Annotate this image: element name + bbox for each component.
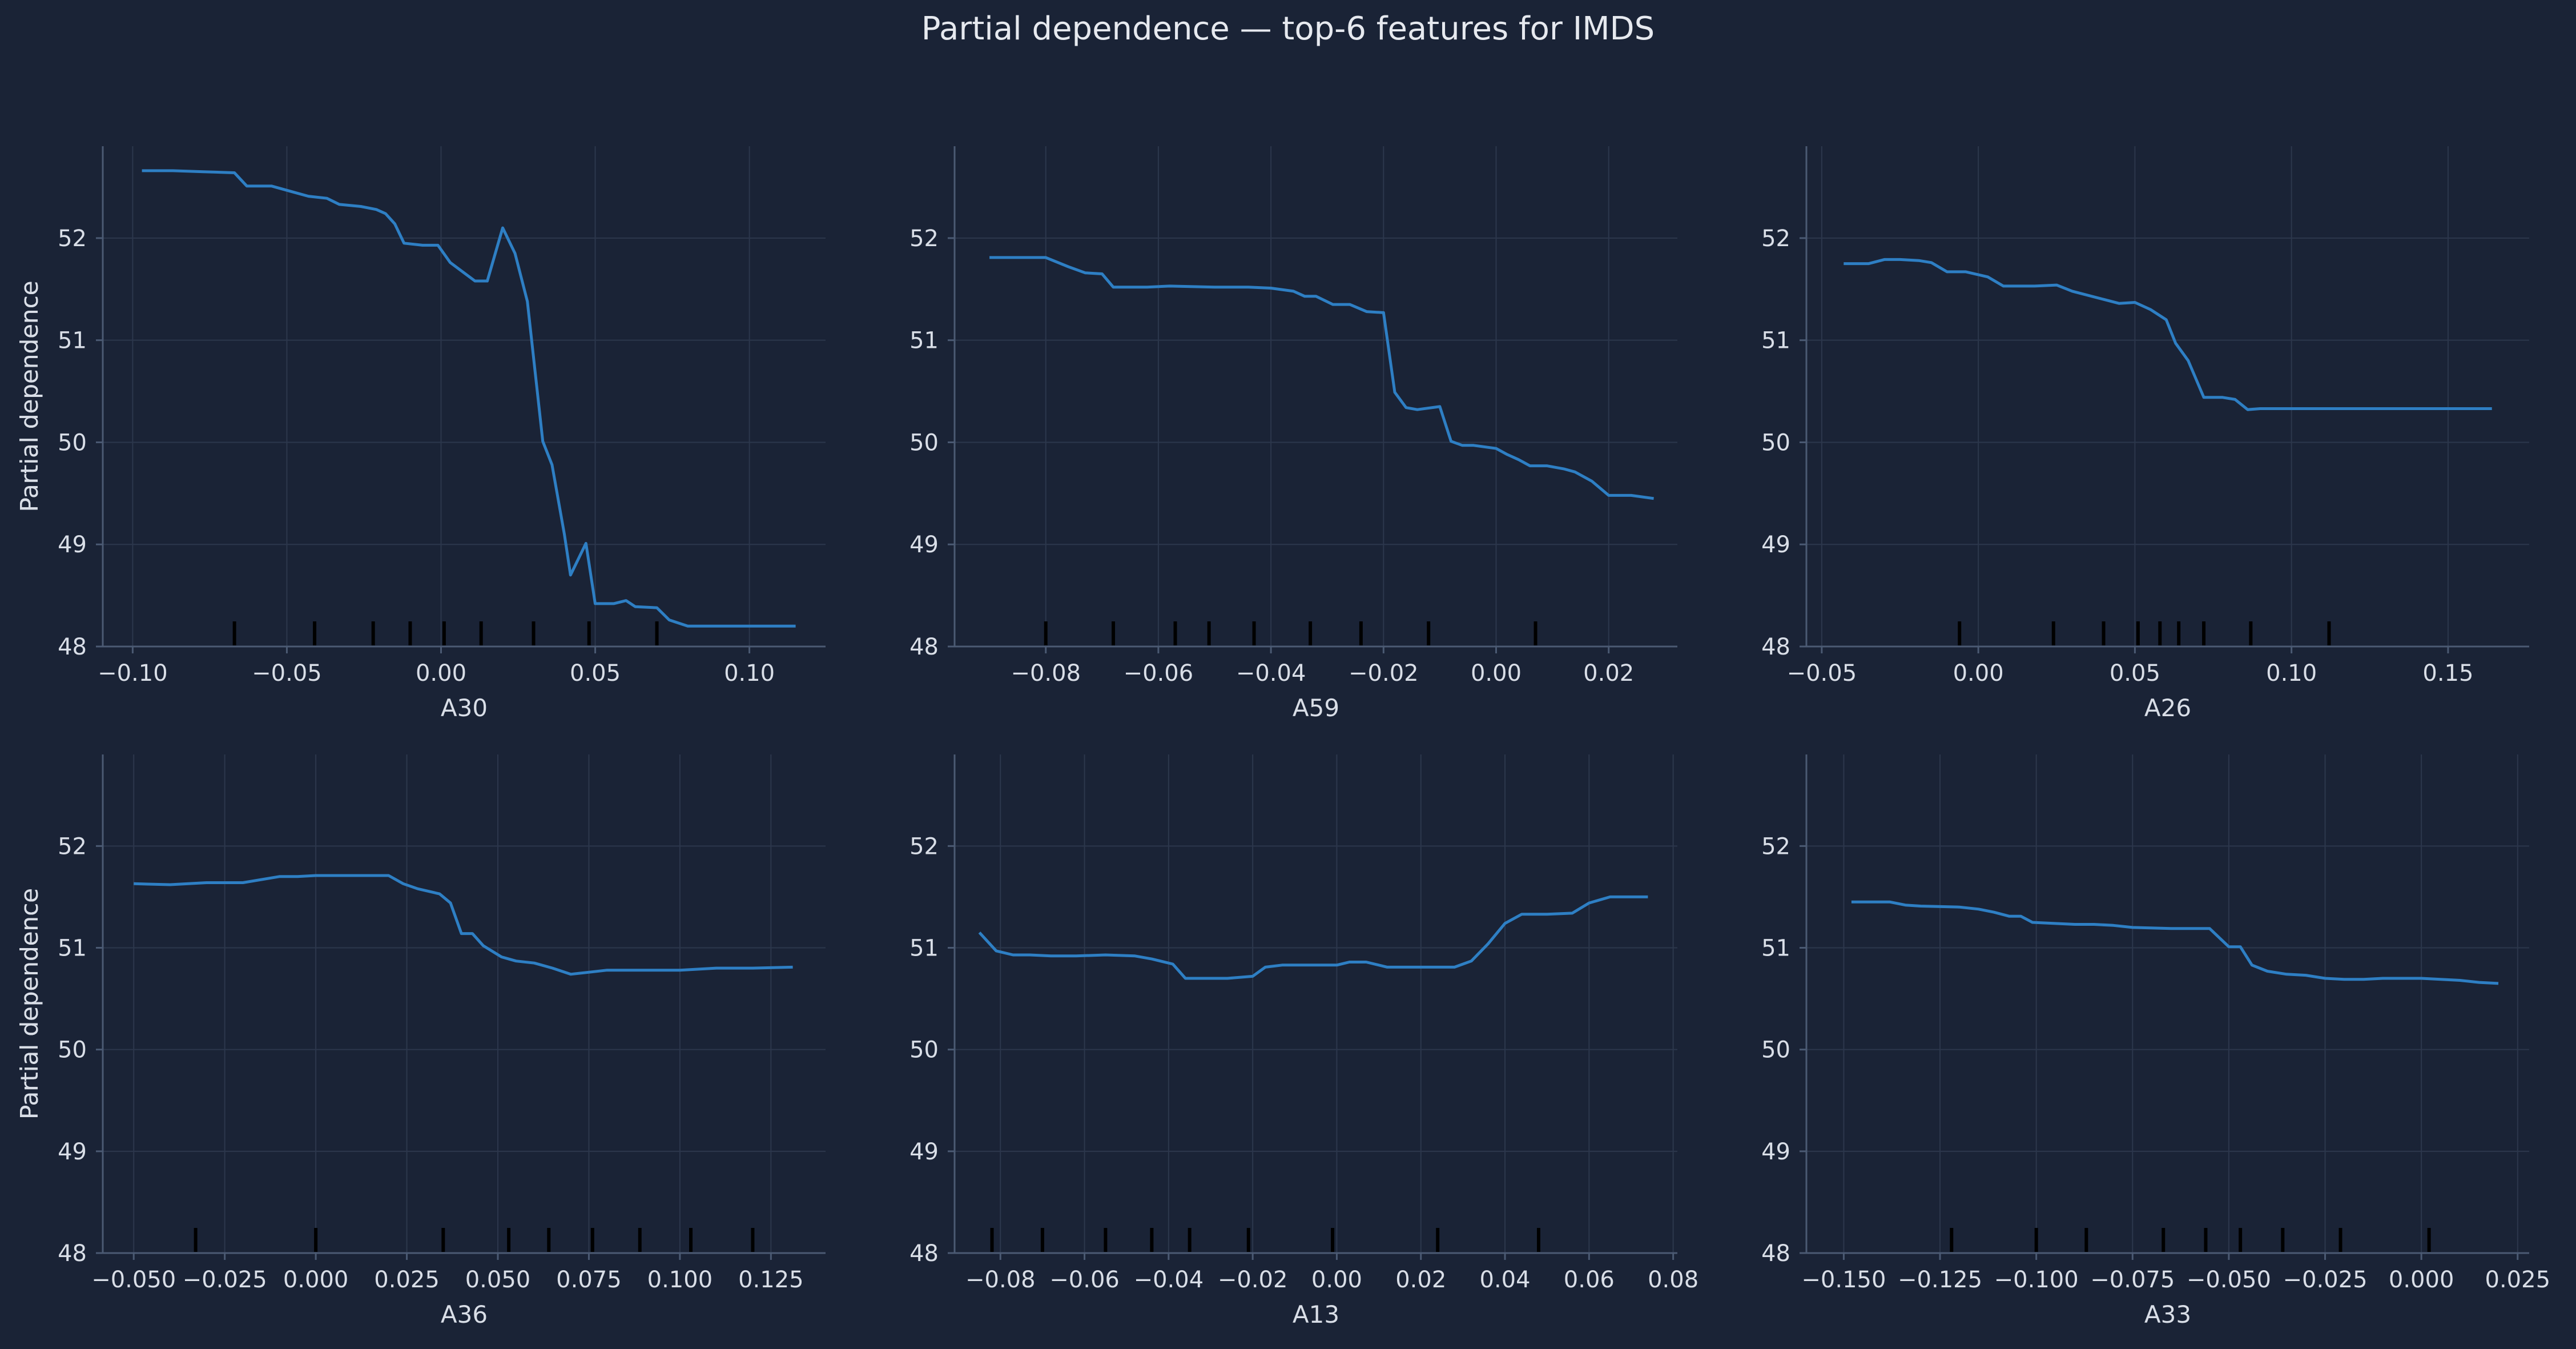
x-tick-label: 0.00 xyxy=(1953,660,2004,686)
pd-series-line xyxy=(1844,258,2492,411)
x-tick-label: −0.125 xyxy=(1898,1267,1982,1293)
y-tick-label: 52 xyxy=(58,833,87,860)
x-tick-label: −0.025 xyxy=(183,1267,267,1293)
y-tick-label: 51 xyxy=(58,328,87,354)
x-tick-label: 0.02 xyxy=(1395,1267,1446,1293)
x-tick-label: −0.10 xyxy=(98,660,168,686)
x-axis-label: A36 xyxy=(441,1300,488,1328)
y-tick-label: 51 xyxy=(1761,936,1790,962)
y-tick-label: 50 xyxy=(909,1037,939,1063)
pd-series-line xyxy=(989,256,1654,500)
y-axis-label: Partial dependence xyxy=(15,888,43,1119)
pd-panel-6: −0.150 −0.125 −0.100 −0.075 −0.050 −0.025 0.00… xyxy=(15,754,2550,1328)
x-tick-label: 0.08 xyxy=(1648,1267,1698,1293)
pd-series-line xyxy=(978,895,1648,980)
x-tick-label: 0.10 xyxy=(724,660,775,686)
y-tick-label: 48 xyxy=(909,1240,939,1267)
pd-panel-3: −0.05 0.00 0.05 0.10 0.15 48 49 50 51 52 A26 Partia… xyxy=(15,146,2529,722)
x-tick-label: −0.050 xyxy=(91,1267,176,1293)
y-tick-label: 52 xyxy=(58,226,87,252)
y-tick-label: 48 xyxy=(58,634,87,660)
x-tick-label: −0.05 xyxy=(1787,660,1857,686)
pd-panel-4: −0.050 −0.025 0.000 0.025 0.050 0.075 0.100 0.1… xyxy=(15,754,826,1328)
x-axis-label: A26 xyxy=(2144,694,2191,722)
x-tick-label: −0.05 xyxy=(252,660,322,686)
x-tick-label: −0.025 xyxy=(2283,1267,2368,1293)
x-tick-label: 0.00 xyxy=(1471,660,1522,686)
y-tick-label: 51 xyxy=(1761,328,1790,354)
y-tick-label: 50 xyxy=(909,429,939,456)
x-tick-label: −0.02 xyxy=(1218,1267,1288,1293)
y-axis-label: Partial dependence xyxy=(15,280,43,512)
x-tick-label: −0.075 xyxy=(2090,1267,2175,1293)
x-tick-label: 0.025 xyxy=(2485,1267,2551,1293)
y-tick-label: 48 xyxy=(1761,1240,1790,1267)
y-tick-label: 49 xyxy=(909,1139,939,1165)
x-tick-label: 0.000 xyxy=(283,1267,349,1293)
x-axis-label: A59 xyxy=(1293,694,1339,722)
pd-panel-1: −0.10 −0.05 0.00 0.05 0.10 48 49 50 51 52 A30 Parti… xyxy=(15,146,826,722)
x-axis-label: A30 xyxy=(441,694,488,722)
y-tick-label: 52 xyxy=(1761,833,1790,860)
x-tick-label: 0.15 xyxy=(2422,660,2473,686)
pd-panel-2: −0.08 −0.06 −0.04 −0.02 0.00 0.02 48 49 50 51 52 A5… xyxy=(15,146,1677,722)
y-tick-label: 48 xyxy=(58,1240,87,1267)
x-tick-label: −0.150 xyxy=(1801,1267,1886,1293)
x-tick-label: −0.100 xyxy=(1994,1267,2079,1293)
y-tick-label: 51 xyxy=(909,936,939,962)
y-tick-label: 51 xyxy=(909,328,939,354)
x-tick-label: −0.02 xyxy=(1349,660,1419,686)
x-tick-label: 0.05 xyxy=(2110,660,2160,686)
y-axis-label: Partial dependence xyxy=(15,280,43,512)
y-tick-label: 50 xyxy=(1761,429,1790,456)
x-tick-label: 0.02 xyxy=(1583,660,1634,686)
x-tick-label: 0.050 xyxy=(465,1267,531,1293)
y-tick-label: 49 xyxy=(909,532,939,558)
x-tick-label: −0.06 xyxy=(1124,660,1194,686)
y-tick-label: 49 xyxy=(1761,1139,1790,1165)
y-tick-label: 50 xyxy=(58,429,87,456)
x-tick-label: −0.08 xyxy=(965,1267,1036,1293)
y-tick-label: 49 xyxy=(58,1139,87,1165)
pd-panel-5: −0.08 −0.06 −0.04 −0.02 0.00 0.02 0.04 0.06 0.08… xyxy=(15,754,1698,1328)
y-tick-label: 48 xyxy=(909,634,939,660)
x-tick-label: 0.04 xyxy=(1480,1267,1531,1293)
x-tick-label: 0.100 xyxy=(647,1267,713,1293)
pd-series-line xyxy=(1851,900,2499,985)
x-tick-label: 0.025 xyxy=(374,1267,440,1293)
pd-series-line xyxy=(142,169,796,628)
x-tick-label: −0.050 xyxy=(2187,1267,2271,1293)
y-tick-label: 50 xyxy=(1761,1037,1790,1063)
y-tick-label: 50 xyxy=(58,1037,87,1063)
x-tick-label: −0.04 xyxy=(1134,1267,1204,1293)
x-tick-label: 0.00 xyxy=(416,660,466,686)
x-tick-label: −0.08 xyxy=(1011,660,1081,686)
x-tick-label: −0.06 xyxy=(1049,1267,1120,1293)
y-tick-label: 49 xyxy=(1761,532,1790,558)
y-axis-label: Partial dependence xyxy=(15,888,43,1119)
x-tick-label: 0.00 xyxy=(1311,1267,1362,1293)
y-tick-label: 52 xyxy=(1761,226,1790,252)
x-tick-label: 0.06 xyxy=(1564,1267,1615,1293)
x-tick-label: −0.04 xyxy=(1236,660,1306,686)
x-tick-label: 0.05 xyxy=(570,660,621,686)
y-axis-label: Partial dependence xyxy=(15,280,43,512)
x-tick-label: 0.125 xyxy=(738,1267,804,1293)
y-axis-label: Partial dependence xyxy=(15,888,43,1119)
pd-series-line xyxy=(134,874,793,976)
y-tick-label: 49 xyxy=(58,532,87,558)
y-tick-label: 48 xyxy=(1761,634,1790,660)
y-tick-label: 51 xyxy=(58,936,87,962)
y-tick-label: 52 xyxy=(909,226,939,252)
x-axis-label: A13 xyxy=(1293,1300,1339,1328)
y-tick-label: 52 xyxy=(909,833,939,860)
x-tick-label: 0.10 xyxy=(2266,660,2317,686)
figure-title: Partial dependence — top-6 features for … xyxy=(921,10,1655,47)
x-tick-label: 0.075 xyxy=(556,1267,622,1293)
x-axis-label: A33 xyxy=(2144,1300,2191,1328)
x-tick-label: 0.000 xyxy=(2389,1267,2454,1293)
